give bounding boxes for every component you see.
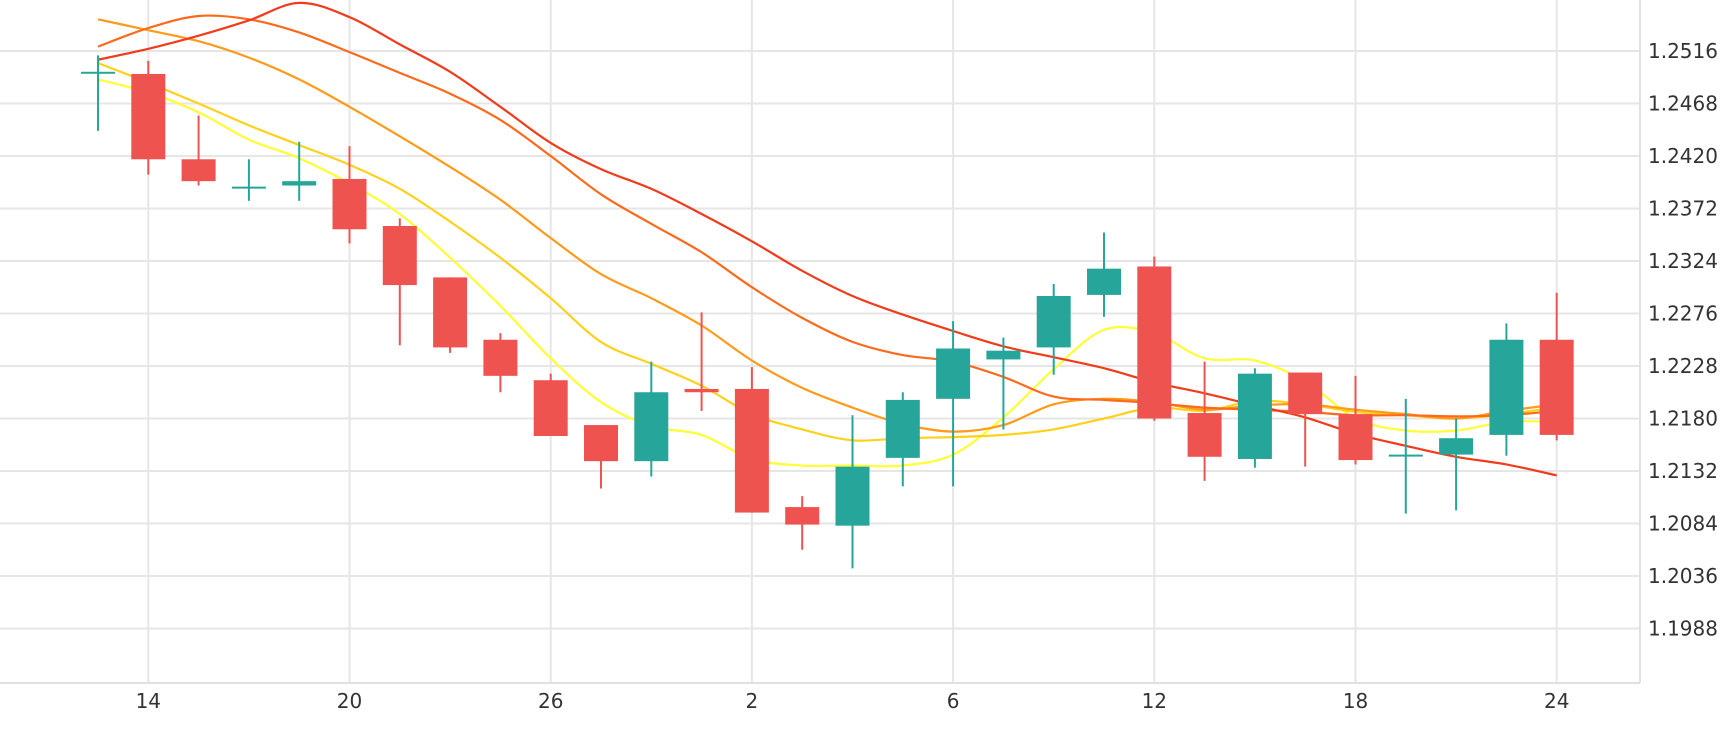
candle: [282, 141, 317, 201]
y-tick-label: 1.2132: [1648, 459, 1718, 483]
y-tick-label: 1.2036: [1648, 564, 1718, 588]
candle: [684, 312, 719, 411]
candle: [81, 55, 115, 131]
candle: [986, 337, 1021, 430]
candle-body: [181, 159, 216, 182]
candle: [1439, 418, 1474, 511]
candle: [483, 333, 518, 393]
candle-body: [584, 425, 618, 462]
candle: [1388, 398, 1423, 514]
candle-body: [1237, 373, 1272, 459]
candle-body: [1388, 454, 1423, 457]
candle: [1237, 368, 1272, 468]
candle-body: [1338, 414, 1373, 461]
candle: [433, 277, 468, 353]
axis-layer: 1.2516 1.2468 1.2420 1.2372 1.2324 1.2276 1.22…: [0, 0, 1718, 713]
moving-average-line-5: [97, 1, 1557, 477]
y-tick-label: 1.2372: [1648, 197, 1718, 221]
candle: [1137, 256, 1172, 421]
candle-body: [885, 399, 920, 458]
y-tick-label: 1.2420: [1648, 144, 1718, 168]
candle-body: [936, 348, 971, 399]
x-tick-label: 20: [337, 689, 362, 713]
candle-body: [1187, 413, 1222, 457]
y-tick-label: 1.2228: [1648, 354, 1718, 378]
y-tick-label: 1.2324: [1648, 249, 1718, 273]
candle-body: [1137, 266, 1172, 419]
candle: [382, 218, 417, 346]
candle-body: [1288, 372, 1323, 415]
y-tick-label: 1.2516: [1648, 39, 1718, 63]
candle: [634, 361, 669, 477]
candle-body: [684, 388, 719, 393]
candle: [1338, 375, 1373, 465]
candle-body: [231, 186, 266, 189]
y-tick-label: 1.2180: [1648, 407, 1718, 431]
candle: [885, 392, 920, 487]
x-tick-label: 14: [136, 689, 161, 713]
candle: [181, 115, 216, 186]
candle-body: [835, 466, 870, 526]
candle-body: [81, 71, 115, 74]
moving-average-line-4: [97, 14, 1557, 418]
grid-layer: [0, 0, 1640, 683]
candle: [936, 321, 971, 487]
candle: [1539, 292, 1574, 441]
candle: [734, 367, 769, 513]
x-tick-label: 12: [1142, 689, 1167, 713]
candle-body: [282, 181, 317, 186]
candle: [584, 425, 618, 489]
candle: [533, 373, 568, 436]
candle-body: [734, 388, 769, 513]
candle: [231, 159, 266, 201]
candle-body: [433, 277, 468, 348]
candle-body: [634, 392, 669, 462]
candle: [1288, 372, 1323, 467]
candle-body: [533, 380, 568, 436]
candle: [332, 146, 367, 244]
candle-body: [382, 226, 417, 286]
candle: [785, 496, 820, 550]
y-tick-label: 1.2276: [1648, 302, 1718, 326]
moving-average-line-2: [97, 62, 1557, 442]
moving-average-layer: [97, 1, 1557, 477]
candle-body: [986, 350, 1021, 360]
x-tick-label: 6: [947, 689, 960, 713]
candle: [1036, 283, 1071, 375]
candle-body: [1087, 268, 1121, 295]
moving-average-line-3: [97, 18, 1557, 433]
candle-body: [1439, 438, 1474, 455]
candle-body: [1036, 296, 1071, 348]
y-tick-label: 1.2084: [1648, 512, 1718, 536]
candle: [1187, 361, 1222, 481]
x-tick-label: 2: [746, 689, 759, 713]
y-tick-label: 1.2468: [1648, 92, 1718, 116]
x-tick-label: 24: [1544, 689, 1569, 713]
candle: [835, 415, 870, 569]
x-tick-label: 26: [538, 689, 563, 713]
candle-body: [1489, 339, 1524, 435]
candle: [1087, 232, 1121, 317]
candle-body: [785, 507, 820, 525]
y-tick-label: 1.1988: [1648, 617, 1718, 641]
candle: [1489, 323, 1524, 456]
candle-layer: [81, 55, 1574, 569]
candle-body: [131, 73, 166, 160]
candle-body: [1539, 339, 1574, 435]
x-tick-label: 18: [1343, 689, 1368, 713]
candle-body: [483, 339, 518, 376]
candle-body: [332, 178, 367, 230]
candle: [131, 60, 166, 175]
